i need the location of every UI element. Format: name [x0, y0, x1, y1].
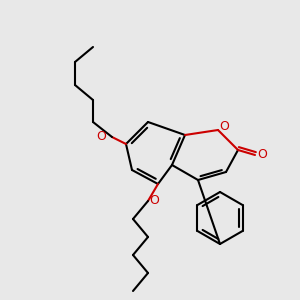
Text: O: O [149, 194, 159, 208]
Text: O: O [257, 148, 267, 161]
Text: O: O [219, 121, 229, 134]
Text: O: O [96, 130, 106, 143]
